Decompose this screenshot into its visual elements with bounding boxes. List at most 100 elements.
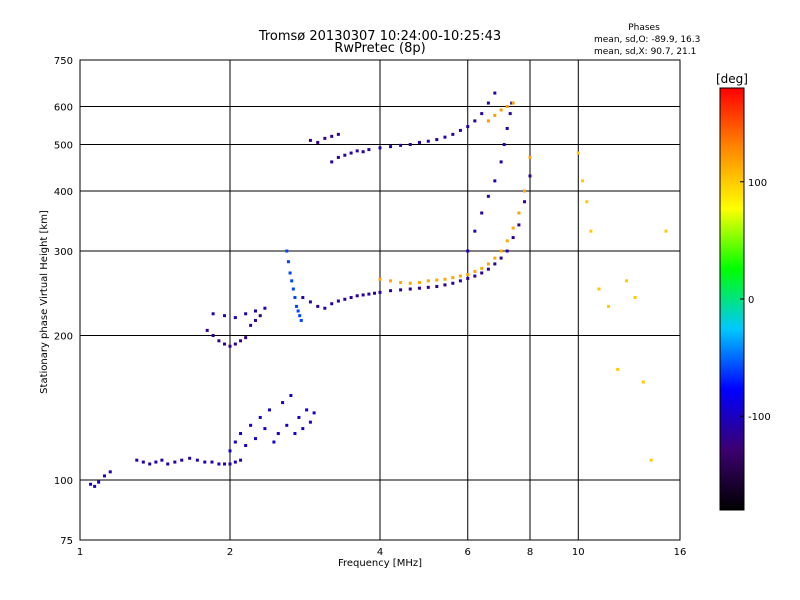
data-point	[458, 274, 462, 278]
data-point	[217, 462, 221, 466]
data-point	[493, 262, 497, 266]
data-point	[451, 281, 455, 285]
data-point	[343, 153, 347, 157]
data-point	[195, 458, 199, 462]
data-point	[493, 179, 497, 183]
data-point	[223, 314, 227, 318]
data-point	[148, 462, 152, 466]
data-point	[649, 458, 653, 462]
data-point	[466, 276, 470, 280]
data-point	[528, 174, 532, 178]
data-point	[499, 160, 503, 164]
data-point	[330, 302, 334, 306]
data-point	[249, 323, 253, 327]
x-axis-ticks: 1 2 4 6 8 10 16	[77, 547, 687, 558]
data-point	[373, 291, 377, 295]
data-point	[308, 138, 312, 142]
data-point	[486, 101, 490, 105]
data-point	[141, 460, 145, 464]
data-point	[502, 143, 506, 147]
data-point	[473, 274, 477, 278]
data-point	[296, 309, 300, 313]
x-tick-label: 16	[674, 547, 687, 558]
data-point	[426, 279, 430, 283]
data-point	[505, 126, 509, 130]
data-point	[355, 149, 359, 153]
data-point	[330, 134, 334, 138]
data-point	[160, 458, 164, 462]
y-tick-label: 750	[54, 56, 73, 67]
data-point	[466, 125, 470, 129]
y-axis-ticks: 75 100 200 300 400 500 600 750	[54, 56, 73, 547]
data-point	[511, 226, 515, 230]
data-point	[361, 150, 365, 154]
data-point	[458, 128, 462, 132]
data-point	[291, 287, 295, 291]
colorbar-tick-label: 100	[748, 178, 767, 189]
data-point	[97, 480, 101, 484]
data-point	[417, 280, 421, 284]
data-point	[289, 394, 293, 398]
x-tick-label: 2	[227, 547, 233, 558]
data-point	[180, 458, 184, 462]
data-point	[263, 306, 267, 310]
data-point	[399, 143, 403, 147]
data-point	[597, 287, 601, 291]
data-point	[443, 135, 447, 139]
data-point	[378, 146, 382, 150]
x-tick-label: 6	[465, 547, 471, 558]
data-point	[493, 256, 497, 260]
data-point	[389, 279, 393, 283]
data-point	[228, 344, 232, 348]
data-point	[466, 249, 470, 253]
data-point	[336, 299, 340, 303]
data-point	[233, 440, 237, 444]
data-point	[499, 256, 503, 260]
data-point	[367, 148, 371, 152]
y-tick-label: 100	[54, 476, 73, 487]
data-point	[253, 437, 257, 441]
data-point	[505, 239, 509, 243]
data-point	[458, 279, 462, 283]
data-point	[361, 293, 365, 297]
data-point	[301, 427, 305, 431]
data-point	[263, 427, 267, 431]
data-point	[305, 408, 309, 412]
data-point	[323, 306, 327, 310]
data-point	[581, 179, 585, 183]
data-point	[290, 279, 294, 283]
data-point	[473, 229, 477, 233]
data-point	[517, 211, 521, 215]
data-point	[511, 236, 515, 240]
data-point	[426, 139, 430, 143]
data-point	[276, 432, 280, 436]
data-point	[505, 105, 509, 109]
data-point	[233, 316, 237, 320]
data-point	[258, 314, 262, 318]
data-point	[239, 458, 243, 462]
data-point	[166, 462, 170, 466]
data-point	[298, 314, 302, 318]
data-point	[108, 470, 112, 474]
data-point	[473, 119, 477, 123]
data-point	[625, 279, 629, 283]
data-point	[435, 278, 439, 282]
data-point	[285, 249, 289, 253]
data-point	[244, 336, 248, 340]
colorbar-label: [deg]	[716, 72, 748, 86]
data-point	[389, 289, 393, 293]
data-point	[308, 300, 312, 304]
data-point	[486, 194, 490, 198]
data-point	[493, 91, 497, 95]
data-point	[576, 151, 580, 155]
data-point	[297, 415, 301, 419]
data-point	[508, 112, 512, 116]
y-tick-label: 500	[54, 141, 73, 152]
data-point	[312, 411, 316, 415]
data-point	[286, 260, 290, 264]
data-points	[89, 91, 668, 488]
data-point	[301, 296, 305, 300]
data-point	[188, 456, 192, 460]
data-point	[205, 328, 209, 332]
